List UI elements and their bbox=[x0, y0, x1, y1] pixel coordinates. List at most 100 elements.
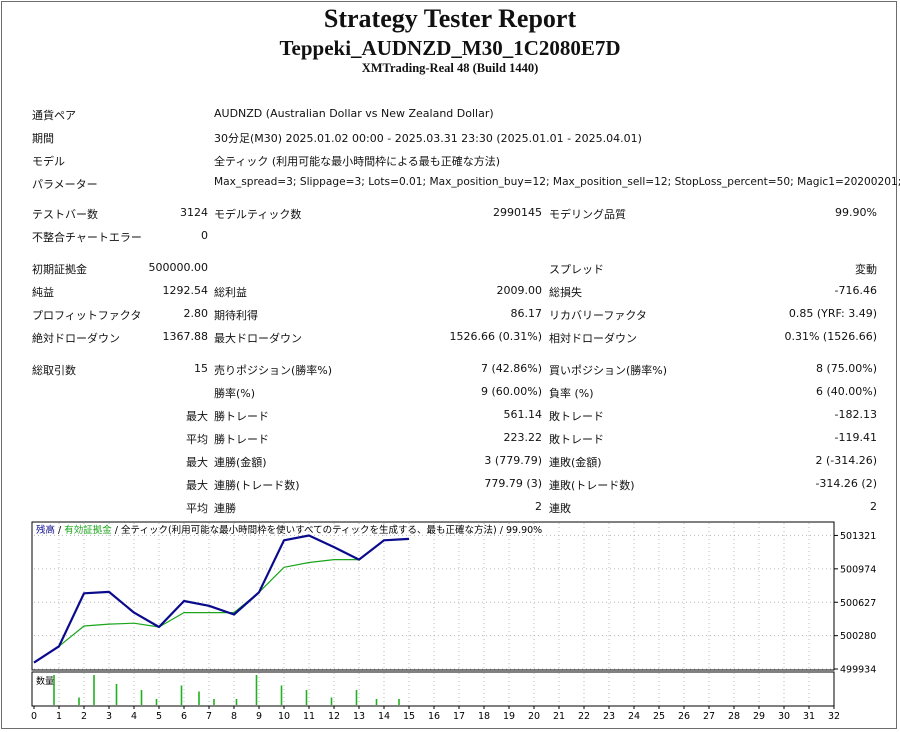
x-tick-label: 15 bbox=[403, 711, 415, 722]
rel-dd-label: 相対ドローダウン bbox=[549, 332, 637, 345]
abs-dd-value: 1367.88 bbox=[162, 330, 209, 343]
cons-win-cnt-label: 連勝(トレード数) bbox=[214, 479, 300, 492]
cons-loss-cnt-label: 連敗(トレード数) bbox=[549, 479, 635, 492]
quality-value: 99.90% bbox=[835, 206, 877, 219]
long-value: 8 (75.00%) bbox=[815, 362, 877, 375]
winrate-value: 9 (60.00%) bbox=[480, 385, 542, 398]
trades-value: 15 bbox=[194, 362, 208, 375]
gross-profit-label: 総利益 bbox=[214, 286, 247, 299]
x-tick-label: 31 bbox=[803, 711, 815, 722]
x-tick-label: 30 bbox=[778, 711, 790, 722]
volume-label: 数量 bbox=[36, 675, 54, 687]
x-tick-label: 5 bbox=[156, 711, 162, 722]
quality-label: モデリング品質 bbox=[549, 208, 626, 221]
spread-value: 変動 bbox=[855, 263, 877, 276]
x-tick-label: 32 bbox=[828, 711, 840, 722]
ticks-value: 2990145 bbox=[493, 206, 542, 219]
period-value: 30分足(M30) 2025.01.02 00:00 - 2025.03.31 … bbox=[214, 132, 642, 145]
params-label: パラメーター bbox=[32, 178, 98, 191]
bars-value: 3124 bbox=[180, 206, 208, 219]
rel-dd-value: 0.31% (1526.66) bbox=[784, 330, 877, 343]
volume-plot-frame bbox=[31, 671, 835, 707]
legend-rest: / 全ティック(利用可能な最小時間枠を使いすべてのティックを生成する、最も正確な… bbox=[112, 524, 542, 536]
x-tick-label: 0 bbox=[31, 711, 37, 722]
y-axis-labels: 501321 500974 500627 500280 499934 bbox=[834, 531, 876, 676]
avg-cons-word: 平均 bbox=[186, 502, 208, 515]
x-tick-label: 20 bbox=[528, 711, 540, 722]
report-title: Strategy Tester Report bbox=[323, 4, 577, 33]
gross-loss-label: 総損失 bbox=[549, 286, 582, 299]
avg-loss-label: 敗トレード bbox=[549, 433, 604, 446]
x-tick-label: 25 bbox=[653, 711, 665, 722]
expert-name: Teppeki_AUDNZD_M30_1C2080E7D bbox=[279, 36, 621, 60]
expected-value: 86.17 bbox=[510, 307, 543, 320]
model-label: モデル bbox=[32, 155, 65, 168]
max-dd-value: 1526.66 (0.31%) bbox=[449, 330, 542, 343]
avg-cons-win-label: 連勝 bbox=[214, 502, 236, 515]
short-label: 売りポジション(勝率%) bbox=[214, 364, 333, 377]
symbol-value: AUDNZD (Australian Dollar vs New Zealand… bbox=[214, 107, 494, 120]
spread-label: スプレッド bbox=[549, 263, 604, 276]
ticks-label: モデルティック数 bbox=[214, 208, 302, 221]
y-tick-label: 500280 bbox=[840, 631, 876, 642]
legend-sep: / bbox=[55, 525, 64, 536]
cons-cnt-word: 最大 bbox=[186, 479, 208, 492]
x-tick-label: 19 bbox=[503, 711, 515, 722]
main-plot-frame bbox=[31, 521, 835, 671]
x-axis-labels: 0 1 2 3 4 5 6 7 8 9 10 11 12 13 14 15 16 17 18 19 20 21 22 23 24… bbox=[31, 706, 840, 722]
x-tick-label: 17 bbox=[453, 711, 465, 722]
y-tick-label: 501321 bbox=[840, 531, 876, 542]
x-tick-label: 4 bbox=[131, 711, 137, 722]
volume-bars bbox=[53, 675, 400, 705]
net-label: 純益 bbox=[32, 286, 54, 299]
x-tick-label: 3 bbox=[106, 711, 112, 722]
chart-legend: 残高 / 有効証拠金 / 全ティック(利用可能な最小時間枠を使いすべてのティック… bbox=[36, 524, 542, 536]
avg-win-value: 223.22 bbox=[503, 431, 543, 444]
cons-loss-amt-label: 連敗(金額) bbox=[549, 456, 602, 469]
largest-loss-label: 敗トレード bbox=[549, 410, 604, 423]
balance-line bbox=[33, 534, 410, 664]
avg-cons-loss-value: 2 bbox=[870, 500, 877, 513]
x-tick-label: 22 bbox=[578, 711, 590, 722]
x-tick-label: 2 bbox=[81, 711, 87, 722]
lossrate-label: 負率 (%) bbox=[549, 387, 594, 400]
deposit-value: 500000.00 bbox=[148, 261, 209, 274]
x-tick-label: 12 bbox=[328, 711, 340, 722]
x-tick-label: 9 bbox=[256, 711, 262, 722]
y-tick-label: 500627 bbox=[840, 598, 876, 609]
legend-equity: 有効証拠金 bbox=[64, 524, 112, 536]
model-value: 全ティック (利用可能な最小時間枠による最も正確な方法) bbox=[214, 155, 501, 168]
x-tick-label: 14 bbox=[378, 711, 390, 722]
net-value: 1292.54 bbox=[162, 284, 209, 297]
symbol-label: 通貨ペア bbox=[32, 109, 76, 122]
avg-cons-loss-label: 連敗 bbox=[549, 502, 571, 515]
legend-balance: 残高 bbox=[36, 524, 55, 536]
x-tick-label: 24 bbox=[628, 711, 640, 722]
y-tick-label: 500974 bbox=[840, 564, 876, 575]
x-tick-label: 23 bbox=[603, 711, 615, 722]
x-tick-label: 7 bbox=[206, 711, 212, 722]
average-word: 平均 bbox=[186, 433, 208, 446]
x-tick-label: 29 bbox=[753, 711, 765, 722]
long-label: 買いポジション(勝率%) bbox=[549, 364, 668, 377]
cons-win-amt-value: 3 (779.79) bbox=[484, 454, 542, 467]
largest-loss-value: -182.13 bbox=[834, 408, 877, 421]
x-tick-label: 6 bbox=[181, 711, 187, 722]
x-tick-label: 8 bbox=[231, 711, 237, 722]
params-value: Max_spread=3; Slippage=3; Lots=0.01; Max… bbox=[214, 176, 900, 188]
bars-label: テストバー数 bbox=[32, 208, 98, 221]
x-tick-label: 1 bbox=[56, 711, 62, 722]
x-tick-label: 26 bbox=[678, 711, 690, 722]
abs-dd-label: 絶対ドローダウン bbox=[32, 332, 120, 345]
avg-loss-value: -119.41 bbox=[834, 431, 877, 444]
trades-label: 総取引数 bbox=[32, 364, 76, 377]
avg-cons-win-value: 2 bbox=[535, 500, 542, 513]
pf-value: 2.80 bbox=[183, 307, 209, 320]
largest-word: 最大 bbox=[186, 410, 208, 423]
chart-lines bbox=[33, 534, 410, 664]
deposit-label: 初期証拠金 bbox=[32, 263, 87, 276]
max-dd-label: 最大ドローダウン bbox=[214, 332, 302, 345]
mismatch-label: 不整合チャートエラー bbox=[32, 231, 142, 244]
